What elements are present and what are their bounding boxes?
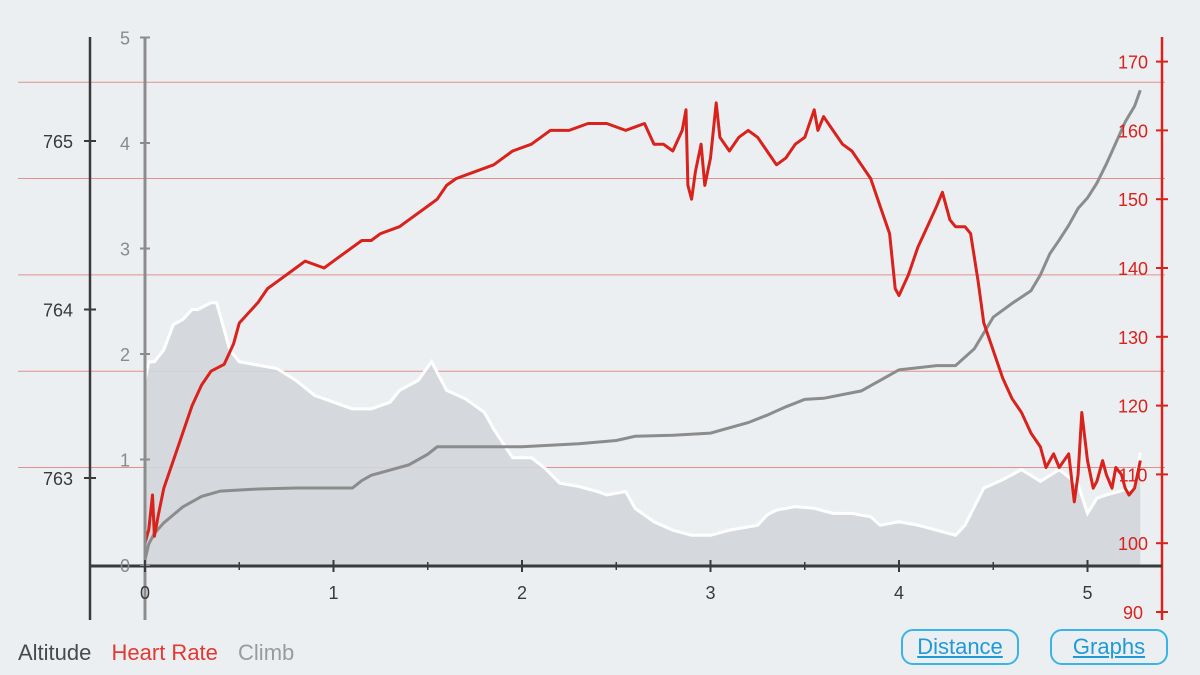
legend-heart-rate: Heart Rate bbox=[111, 640, 218, 665]
x-tick-label: 4 bbox=[894, 583, 904, 603]
distance-button[interactable]: Distance bbox=[901, 629, 1019, 665]
x-tick-label: 1 bbox=[328, 583, 338, 603]
heart-rate-tick-label: 160 bbox=[1118, 121, 1148, 141]
heart-rate-tick-label: 140 bbox=[1118, 259, 1148, 279]
heart-rate-tick-label: 150 bbox=[1118, 190, 1148, 210]
legend-climb: Climb bbox=[238, 640, 295, 665]
heart-rate-tick-label: 100 bbox=[1118, 534, 1148, 554]
x-tick-label: 5 bbox=[1082, 583, 1092, 603]
heart-rate-line bbox=[143, 101, 1142, 544]
heart-rate-tick-label: 130 bbox=[1118, 328, 1148, 348]
legend-altitude: Altitude bbox=[18, 640, 92, 665]
climb-tick-label: 2 bbox=[120, 345, 130, 365]
graphs-button[interactable]: Graphs bbox=[1050, 629, 1168, 665]
heart-rate-tick-label: 110 bbox=[1119, 465, 1148, 485]
legend: Altitude Heart Rate Climb bbox=[18, 640, 308, 666]
climb-tick-label: 3 bbox=[120, 240, 130, 260]
heart-rate-tick-label: 170 bbox=[1118, 53, 1148, 73]
climb-tick-label: 5 bbox=[120, 29, 130, 49]
climb-line bbox=[143, 89, 1142, 561]
altitude-tick-label: 764 bbox=[43, 301, 73, 321]
altitude-area bbox=[145, 302, 1141, 565]
altitude-line bbox=[143, 301, 1142, 537]
x-tick-label: 2 bbox=[517, 583, 527, 603]
axes bbox=[84, 36, 1168, 620]
climb-tick-label: 4 bbox=[120, 134, 130, 154]
climb-tick-label: 1 bbox=[120, 451, 130, 471]
tick-labels: 7637647650123459010011012013014015016017… bbox=[43, 29, 1148, 624]
heart-rate-tick-label: 120 bbox=[1118, 397, 1148, 417]
chart: 7637647650123459010011012013014015016017… bbox=[18, 29, 1168, 624]
heart-rate-tick-label: 90 bbox=[1123, 603, 1143, 623]
x-tick-label: 0 bbox=[140, 583, 150, 603]
x-tick-label: 3 bbox=[705, 583, 715, 603]
altitude-tick-label: 763 bbox=[43, 469, 73, 489]
climb-tick-label: 0 bbox=[120, 556, 130, 576]
altitude-tick-label: 765 bbox=[43, 132, 73, 152]
